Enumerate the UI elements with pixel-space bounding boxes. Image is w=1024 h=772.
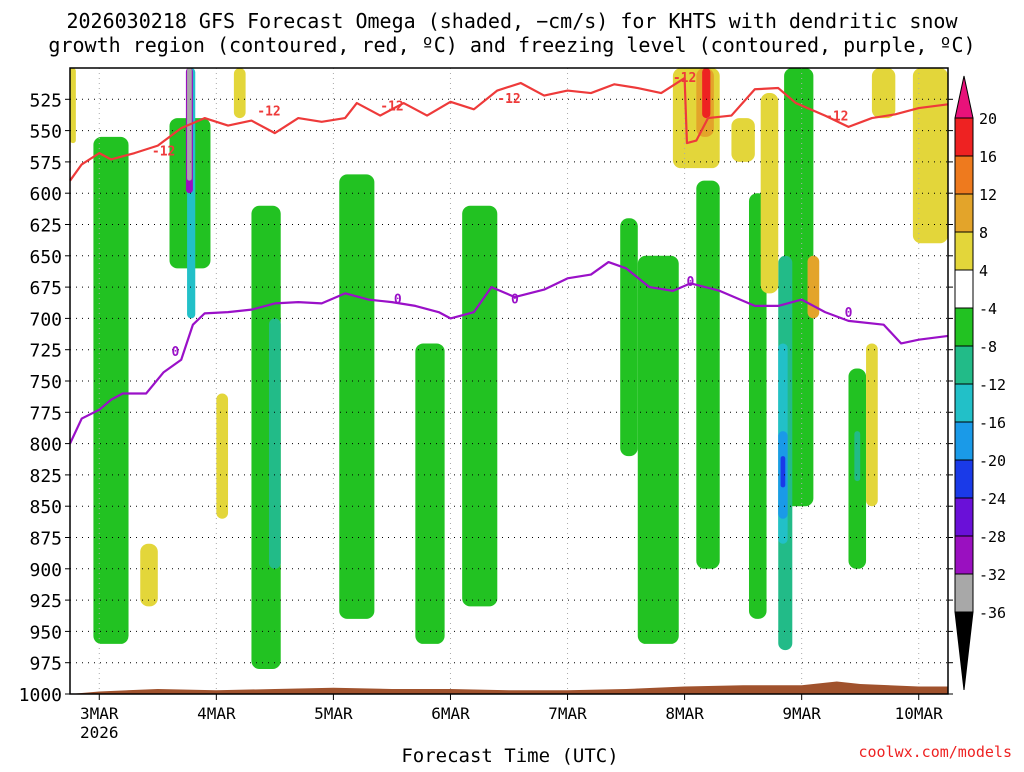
colorbar-tick-label: 16	[979, 148, 997, 166]
y-tick-label: 725	[29, 341, 62, 362]
y-tick-label: 700	[29, 309, 62, 330]
colorbar-tick-label: -32	[979, 566, 1006, 584]
colorbar-swatch	[954, 421, 974, 461]
omega-shaded-region	[866, 343, 878, 507]
x-year-label: 2026	[80, 723, 119, 742]
y-tick-label: 600	[29, 184, 62, 205]
colorbar-top-arrow	[954, 75, 974, 119]
colorbar-tick-label: -20	[979, 452, 1006, 470]
y-tick-label: 925	[29, 591, 62, 612]
freezing-level-contour-line	[69, 260, 949, 445]
colorbar-bottom-arrow	[954, 611, 974, 691]
x-tick-label: 10MAR	[895, 704, 944, 723]
chart-title-line2: growth region (contoured, red, ºC) and f…	[48, 33, 975, 57]
freezing-contour-label: 0	[845, 306, 853, 321]
x-tick-label: 3MAR	[80, 704, 119, 723]
dgz-contour-label: -12	[497, 92, 520, 107]
y-tick-label: 950	[29, 622, 62, 643]
omega-shaded-region	[462, 205, 498, 607]
freezing-contour-label: 0	[687, 275, 695, 290]
colorbar-swatch	[954, 459, 974, 499]
omega-shaded-region	[696, 180, 720, 569]
colorbar-tick-label: -16	[979, 414, 1006, 432]
y-tick-label: 975	[29, 654, 62, 675]
dgz-contour-label: -12	[380, 100, 403, 115]
x-axis-label: Forecast Time (UTC)	[401, 745, 618, 767]
colorbar-swatch	[954, 269, 974, 309]
colorbar-swatch	[954, 573, 974, 613]
colorbar-swatch	[954, 535, 974, 575]
dgz-contour-label: -12	[152, 145, 175, 160]
dgz-contour-label: -12	[673, 71, 696, 86]
omega-shaded-region	[339, 174, 375, 619]
omega-shaded-region	[871, 68, 896, 119]
x-tick-label: 5MAR	[314, 704, 353, 723]
colorbar-tick-label: 12	[979, 186, 997, 204]
omega-shaded-region	[415, 343, 445, 644]
colorbar-tick-label: 4	[979, 262, 988, 280]
colorbar-tick-label: -24	[979, 490, 1006, 508]
y-tick-label: 750	[29, 372, 62, 393]
chart-title-line1: 2026030218 GFS Forecast Omega (shaded, −…	[66, 9, 958, 33]
omega-shaded-region	[216, 393, 229, 519]
y-tick-label: 900	[29, 560, 62, 581]
colorbar-tick-label: 20	[979, 110, 997, 128]
colorbar-swatch	[954, 231, 974, 271]
omega-shaded-region	[780, 456, 786, 488]
omega-shaded-region	[93, 136, 129, 644]
omega-shaded-region	[807, 255, 820, 319]
omega-shaded-region	[912, 68, 948, 244]
y-tick-label: 550	[29, 122, 62, 143]
freezing-contour-label: 0	[394, 292, 402, 307]
y-tick-label: 850	[29, 497, 62, 518]
colorbar-swatch	[954, 383, 974, 423]
y-tick-label: 575	[29, 153, 62, 174]
y-tick-label: 650	[29, 247, 62, 268]
colorbar-tick-label: 8	[979, 224, 988, 242]
omega-shaded-region	[731, 118, 755, 162]
omega-shaded-region	[637, 255, 679, 644]
colorbar-swatch	[954, 345, 974, 385]
colorbar-swatch	[954, 155, 974, 195]
x-tick-label: 8MAR	[665, 704, 704, 723]
y-tick-label: 625	[29, 216, 62, 237]
omega-shaded-region	[70, 68, 76, 144]
y-tick-label: 675	[29, 278, 62, 299]
colorbar-tick-label: -8	[979, 338, 997, 356]
colorbar-tick-label: -12	[979, 376, 1006, 394]
x-tick-label: 6MAR	[431, 704, 470, 723]
omega-shaded-region	[760, 93, 779, 294]
dgz-contour-line	[69, 76, 949, 182]
y-tick-label: 800	[29, 435, 62, 456]
terrain-ground	[70, 681, 948, 694]
y-tick-label: 775	[29, 403, 62, 424]
colorbar-swatch	[954, 497, 974, 537]
freezing-contour-label: 0	[171, 345, 179, 360]
x-tick-label: 4MAR	[197, 704, 236, 723]
y-tick-label: 525	[29, 90, 62, 111]
omega-shaded-region	[854, 431, 861, 482]
dgz-contour-label: -12	[257, 105, 280, 120]
x-tick-label: 9MAR	[782, 704, 821, 723]
y-tick-label: 1000	[19, 685, 62, 706]
y-tick-label: 875	[29, 529, 62, 550]
omega-shaded-region	[140, 543, 158, 607]
credit-text: coolwx.com/models	[858, 743, 1012, 761]
omega-shaded-region	[233, 68, 246, 119]
omega-shaded-region	[702, 68, 711, 119]
colorbar-tick-label: -36	[979, 604, 1006, 622]
x-tick-label: 7MAR	[548, 704, 587, 723]
colorbar-swatch	[954, 117, 974, 157]
colorbar-swatch	[954, 193, 974, 233]
freezing-contour-label: 0	[511, 292, 519, 307]
dgz-contour-label: -12	[825, 110, 848, 125]
omega-shaded-region	[620, 218, 638, 457]
colorbar-tick-label: -28	[979, 528, 1006, 546]
colorbar-swatch	[954, 307, 974, 347]
colorbar-tick-label: -4	[979, 300, 997, 318]
omega-shaded-region	[748, 193, 767, 619]
y-tick-label: 825	[29, 466, 62, 487]
